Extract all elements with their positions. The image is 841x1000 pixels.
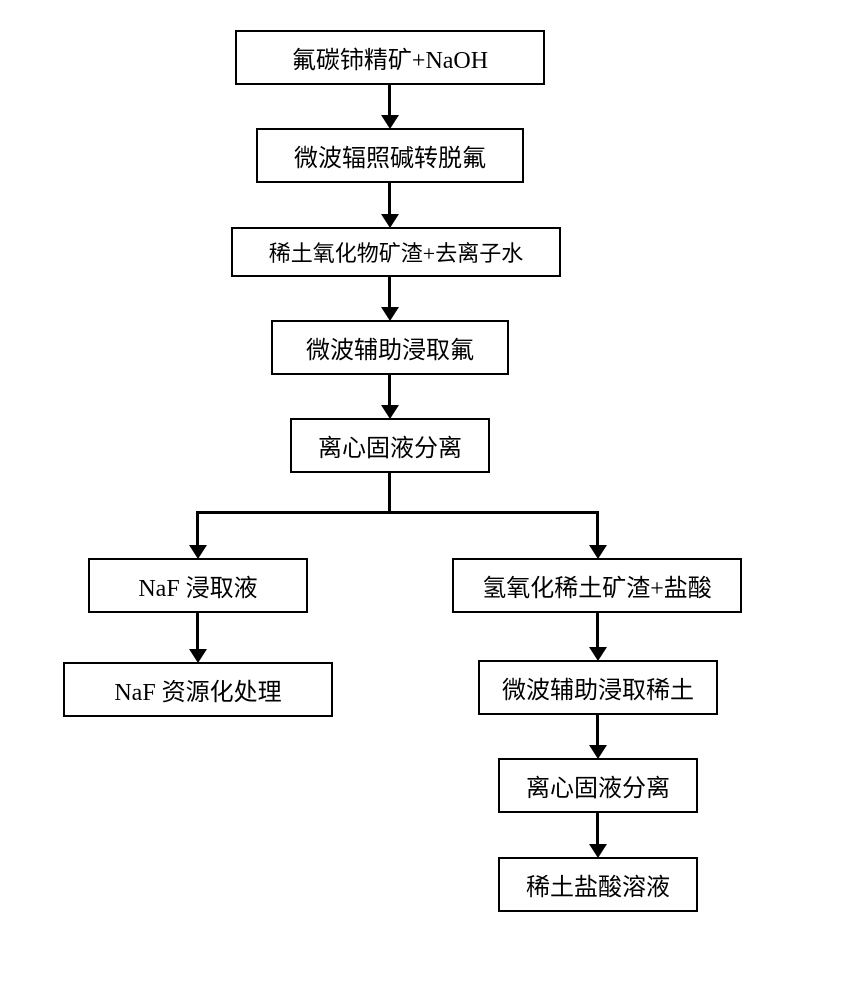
node-right-2: 微波辅助浸取稀土 (478, 660, 718, 715)
node-step-4: 微波辅助浸取氟 (271, 320, 509, 375)
arrow-left-1-2 (196, 613, 199, 652)
node-step-3: 稀土氧化物矿渣+去离子水 (231, 227, 561, 277)
node-label: 离心固液分离 (318, 428, 462, 463)
branch-right-down (596, 511, 599, 548)
branch-left-arrow (189, 545, 207, 559)
arrow-right-3-4 (596, 813, 599, 847)
node-right-1: 氢氧化稀土矿渣+盐酸 (452, 558, 742, 613)
arrow-head-2-3 (381, 214, 399, 228)
node-label: 微波辅助浸取氟 (306, 330, 474, 365)
arrow-head-left-1-2 (189, 649, 207, 663)
node-step-5: 离心固液分离 (290, 418, 490, 473)
arrow-3-4 (388, 277, 391, 310)
arrow-head-3-4 (381, 307, 399, 321)
node-step-2: 微波辐照碱转脱氟 (256, 128, 524, 183)
node-label: 微波辐照碱转脱氟 (294, 138, 486, 173)
node-label: 氟碳铈精矿+NaOH (292, 40, 488, 75)
node-label: 离心固液分离 (526, 768, 670, 803)
arrow-right-2-3 (596, 715, 599, 748)
arrow-4-5 (388, 375, 391, 408)
node-label: NaF 资源化处理 (114, 672, 281, 707)
node-step-1: 氟碳铈精矿+NaOH (235, 30, 545, 85)
arrow-1-2 (388, 85, 391, 118)
branch-horizontal (196, 511, 599, 514)
arrow-head-4-5 (381, 405, 399, 419)
branch-stem (388, 473, 391, 513)
branch-right-arrow (589, 545, 607, 559)
flowchart-container: 氟碳铈精矿+NaOH 微波辐照碱转脱氟 稀土氧化物矿渣+去离子水 微波辅助浸取氟… (0, 0, 841, 1000)
arrow-right-1-2 (596, 613, 599, 650)
node-label: 微波辅助浸取稀土 (502, 670, 694, 705)
node-label: NaF 浸取液 (138, 568, 257, 603)
arrow-head-right-2-3 (589, 745, 607, 759)
node-label: 稀土盐酸溶液 (526, 867, 670, 902)
node-right-4: 稀土盐酸溶液 (498, 857, 698, 912)
branch-left-down (196, 511, 199, 548)
node-left-2: NaF 资源化处理 (63, 662, 333, 717)
node-right-3: 离心固液分离 (498, 758, 698, 813)
arrow-head-right-3-4 (589, 844, 607, 858)
node-left-1: NaF 浸取液 (88, 558, 308, 613)
arrow-head-1-2 (381, 115, 399, 129)
node-label: 氢氧化稀土矿渣+盐酸 (482, 568, 712, 603)
arrow-head-right-1-2 (589, 647, 607, 661)
node-label: 稀土氧化物矿渣+去离子水 (269, 236, 523, 268)
arrow-2-3 (388, 183, 391, 217)
